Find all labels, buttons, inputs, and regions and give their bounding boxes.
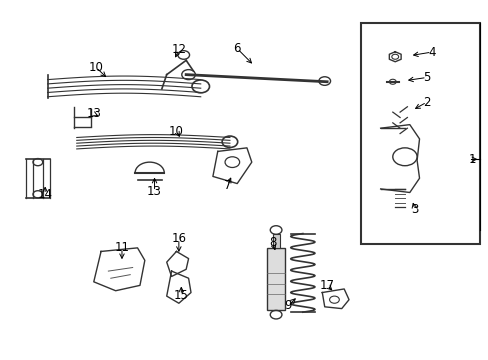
Text: 3: 3 [410, 203, 418, 216]
Text: 6: 6 [233, 42, 241, 55]
Text: 16: 16 [171, 233, 186, 246]
Text: 10: 10 [89, 61, 103, 74]
Text: 17: 17 [319, 279, 334, 292]
Text: 10: 10 [169, 125, 183, 138]
Bar [361, 23, 479, 244]
Text: 2: 2 [422, 96, 430, 109]
Bar [272, 234, 279, 248]
Text: 13: 13 [86, 107, 101, 120]
Bar [267, 248, 285, 310]
Text: 8: 8 [268, 236, 276, 249]
Text: 7: 7 [224, 179, 231, 192]
Text: 1: 1 [468, 153, 475, 166]
Text: 11: 11 [114, 241, 129, 255]
Text: 14: 14 [38, 188, 53, 201]
Text: 5: 5 [422, 71, 429, 84]
Text: 13: 13 [147, 185, 162, 198]
Text: 4: 4 [427, 46, 434, 59]
Text: 9: 9 [284, 299, 291, 312]
Text: 15: 15 [174, 288, 188, 302]
Text: 12: 12 [171, 43, 186, 56]
